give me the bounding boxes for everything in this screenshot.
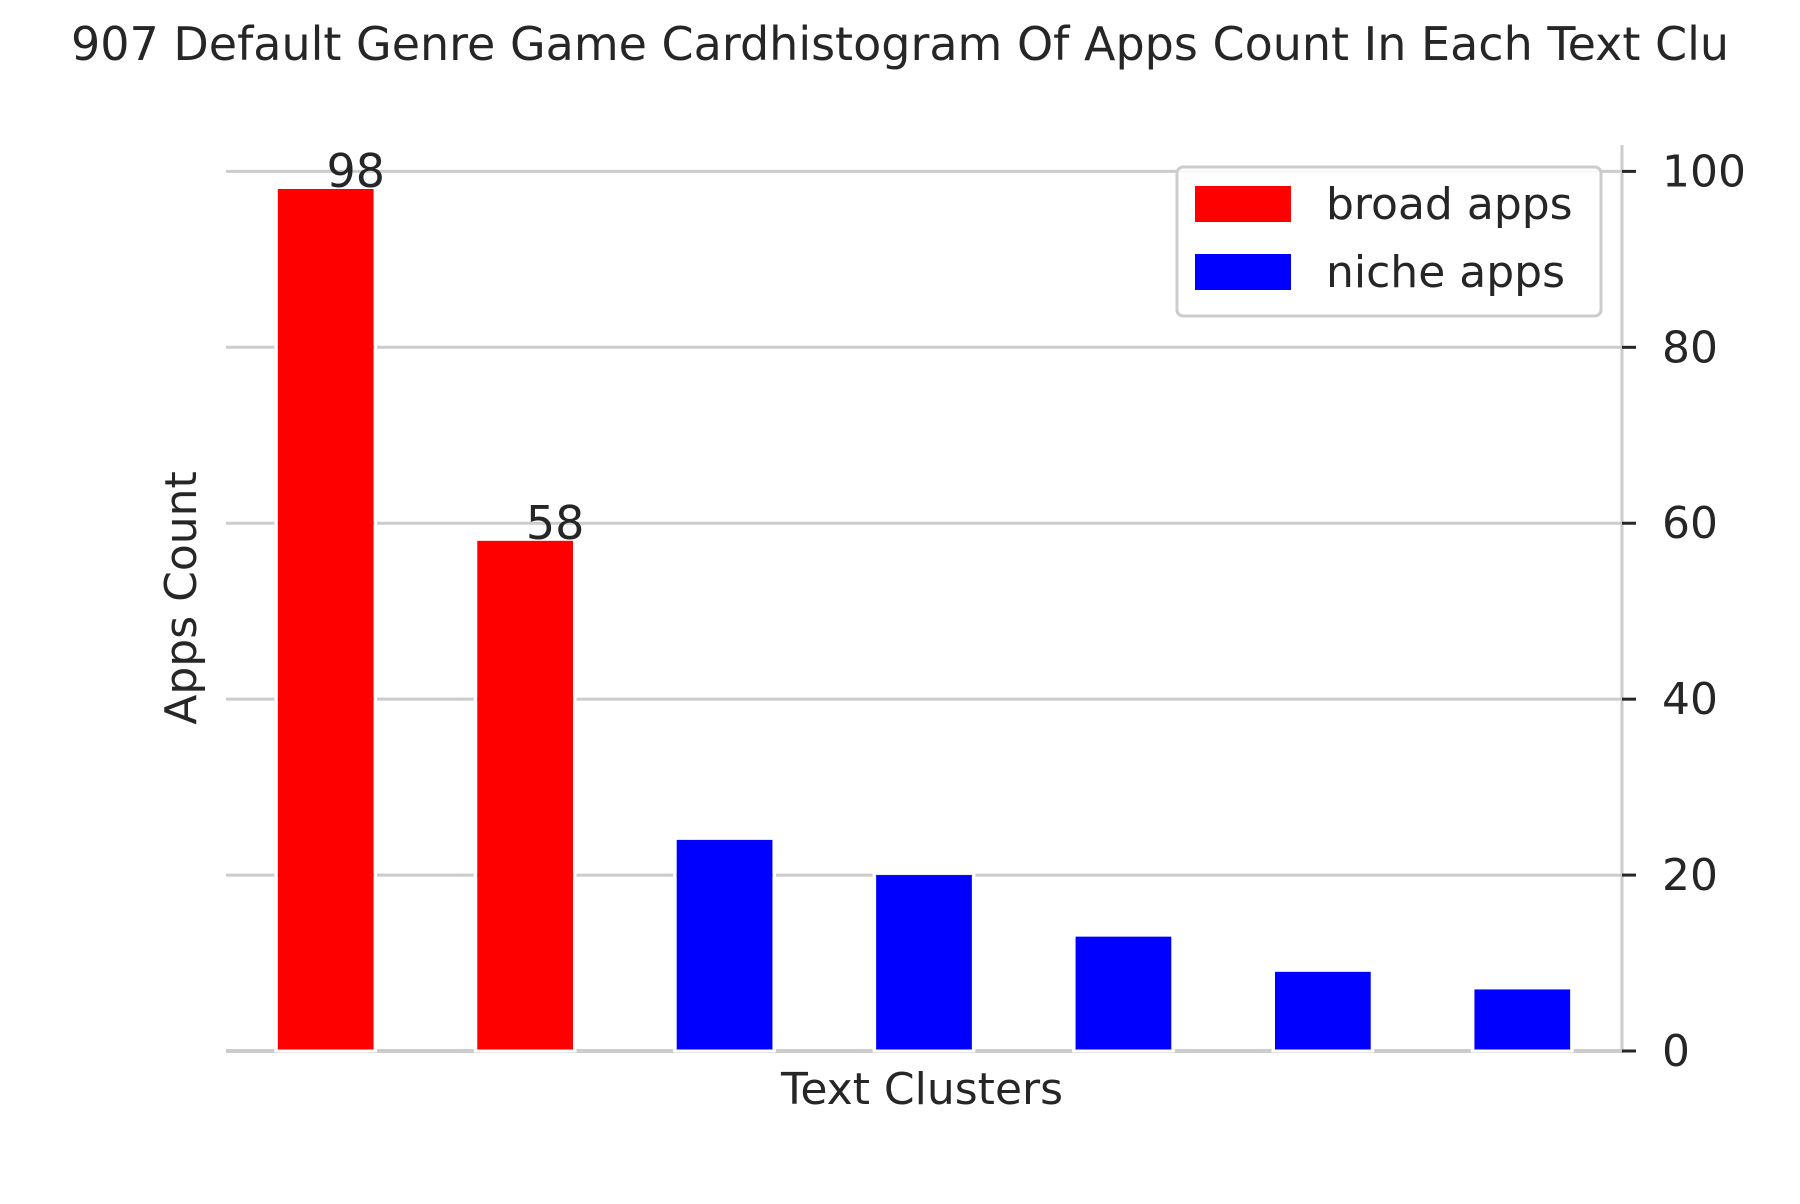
bar-group xyxy=(473,537,577,1053)
chart-title: 907 Default Genre Game Cardhistogram Of … xyxy=(71,17,1729,71)
y-axis-label: Apps Count xyxy=(156,471,207,725)
bar-data-label: 98 xyxy=(326,144,385,198)
bar xyxy=(1474,989,1571,1051)
legend-label: niche apps xyxy=(1326,247,1565,298)
bar-edge xyxy=(274,185,378,1053)
bar xyxy=(477,540,574,1051)
y-tick-label: 100 xyxy=(1662,146,1746,197)
bar-group xyxy=(1470,985,1574,1053)
bar xyxy=(676,839,773,1051)
bar-edge xyxy=(1470,985,1574,1053)
bar-group xyxy=(1271,968,1375,1053)
bar-group xyxy=(673,836,776,1053)
bar-data-label: 58 xyxy=(526,496,585,550)
y-tick-label: 20 xyxy=(1662,850,1718,901)
bar-edge xyxy=(872,871,976,1053)
bar xyxy=(1075,936,1172,1051)
bar-group xyxy=(872,871,976,1053)
data-labels: 98 58 xyxy=(326,144,584,550)
legend-swatch xyxy=(1195,254,1291,290)
y-tick-label: 80 xyxy=(1662,322,1718,373)
bar xyxy=(876,875,972,1051)
bar-group xyxy=(274,185,378,1053)
bar-group xyxy=(1072,933,1175,1053)
x-axis-label: Text Clusters xyxy=(780,1064,1063,1115)
bar xyxy=(1274,971,1371,1051)
bar xyxy=(277,188,374,1051)
bar-edge xyxy=(1072,933,1175,1053)
y-tick-label: 40 xyxy=(1662,674,1718,725)
y-tick-label: 0 xyxy=(1662,1026,1690,1077)
legend-label: broad apps xyxy=(1326,179,1573,230)
bars xyxy=(274,185,1574,1053)
bar-edge xyxy=(1271,968,1375,1053)
y-axis: 0 20 40 60 80 100 xyxy=(1620,145,1746,1077)
bar-edge xyxy=(673,836,776,1053)
y-tick-label: 60 xyxy=(1662,498,1718,549)
grid-lines xyxy=(226,169,1622,1053)
legend: broad apps niche apps xyxy=(1175,165,1603,318)
legend-swatch xyxy=(1195,186,1291,222)
bar-edge xyxy=(473,537,577,1053)
